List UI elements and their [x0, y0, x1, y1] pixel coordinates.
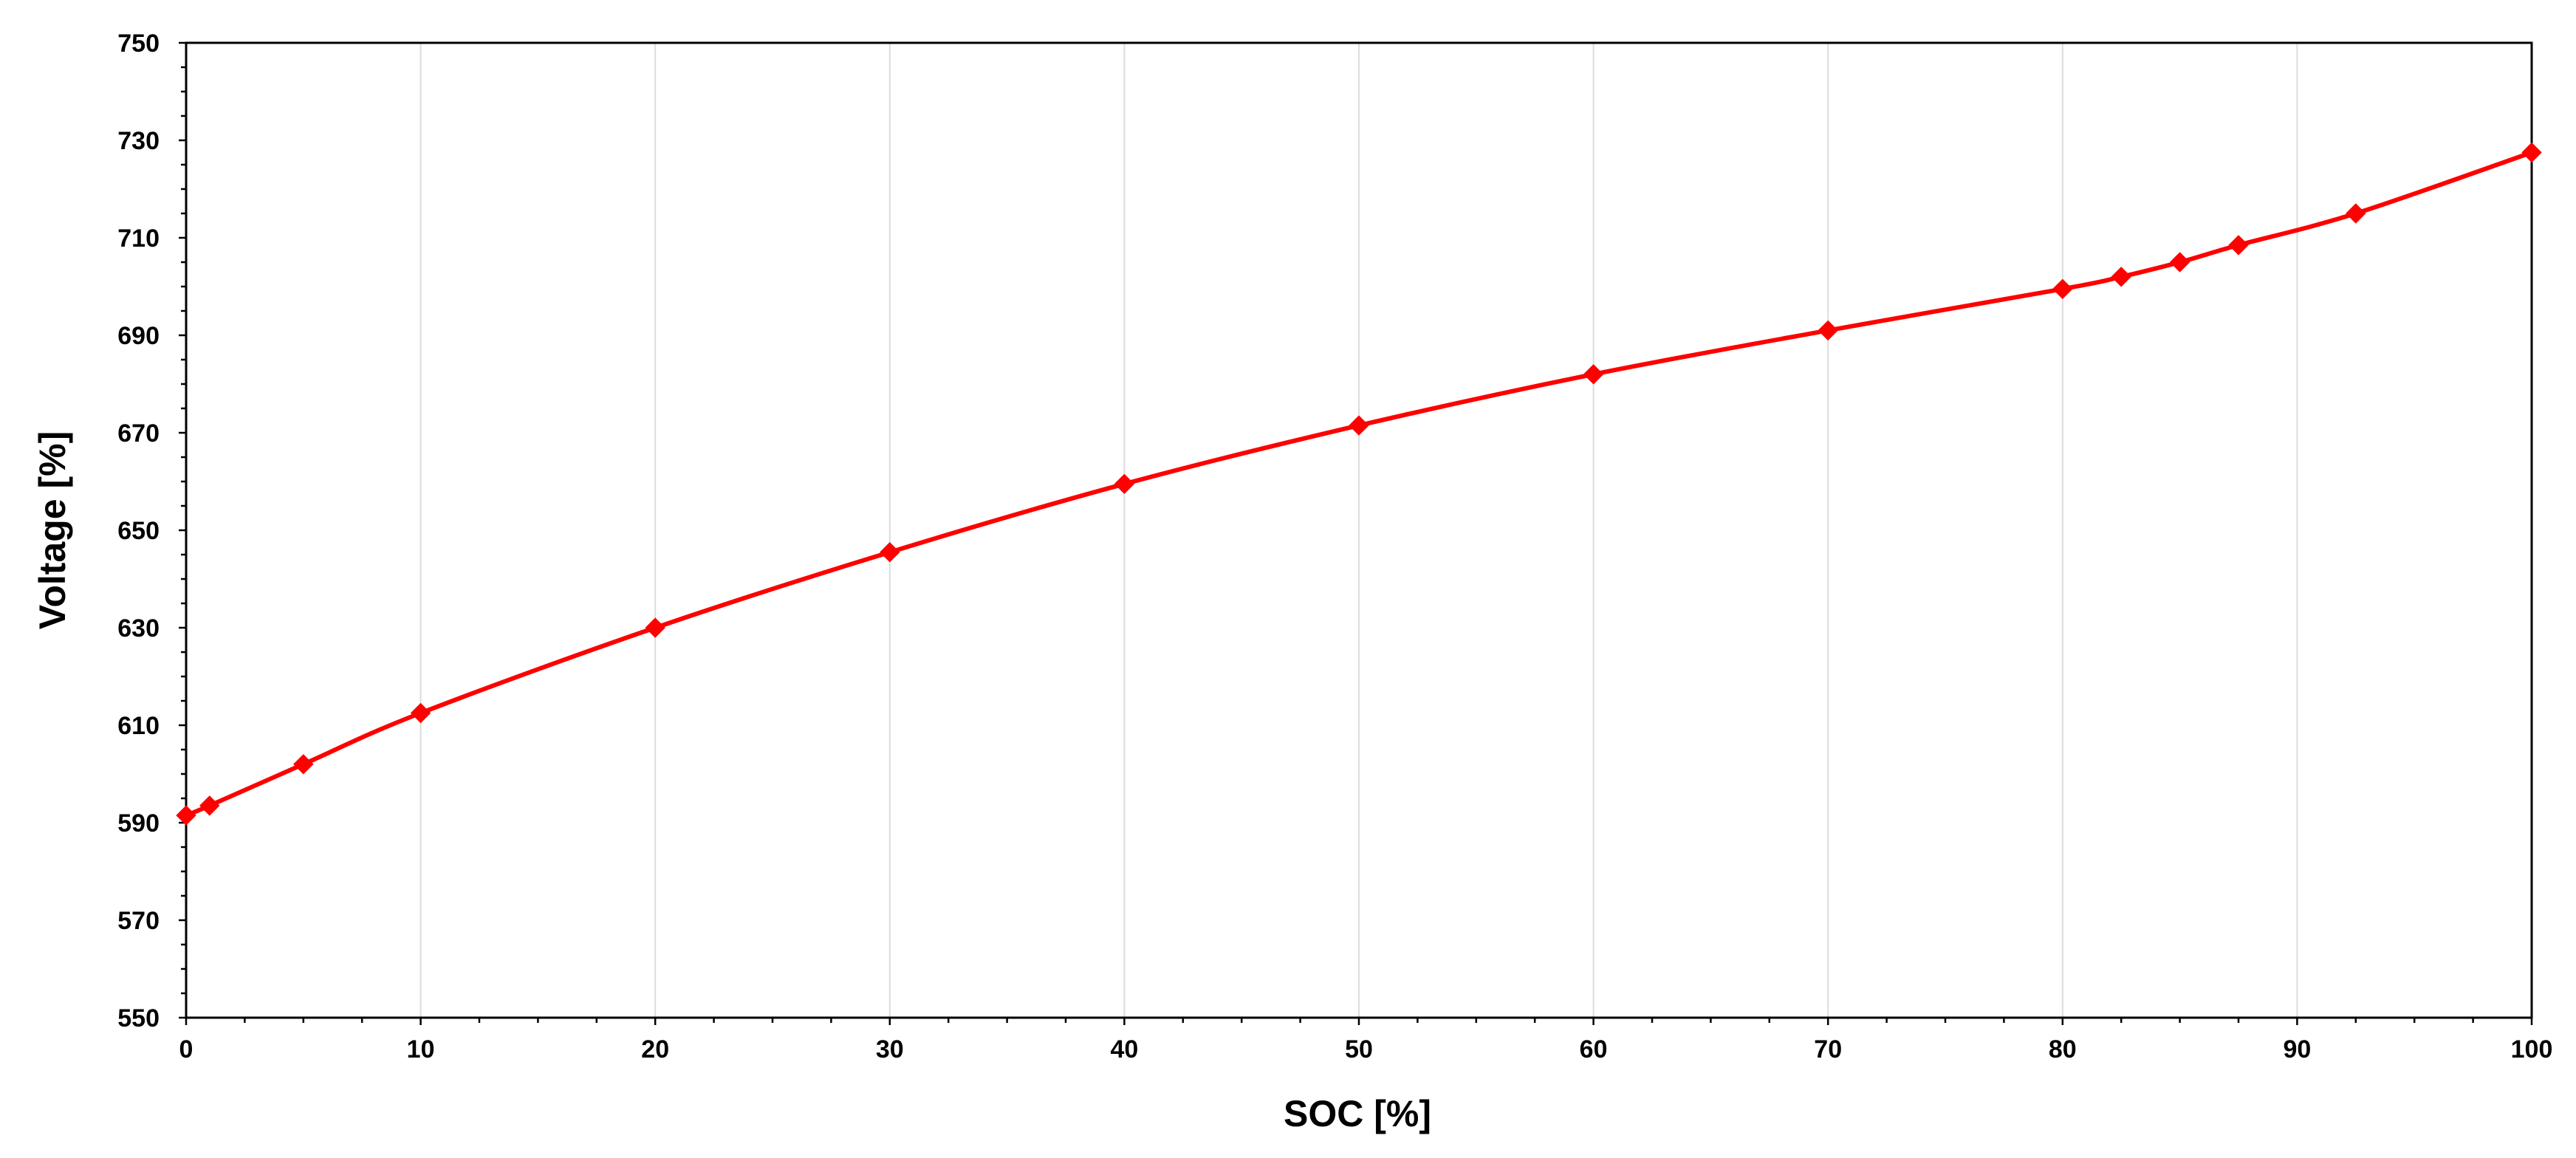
data-point-marker: [410, 702, 431, 724]
y-tick-label: 710: [117, 225, 160, 253]
x-tick-label: 70: [1814, 1035, 1842, 1063]
y-tick-label: 750: [117, 30, 160, 58]
axes: [185, 41, 2533, 1019]
data-point-marker: [1583, 364, 1604, 385]
data-point-marker: [176, 805, 196, 826]
data-point-marker: [293, 754, 314, 775]
data-point-marker: [1818, 320, 1838, 341]
x-tick-label: 80: [2049, 1035, 2077, 1063]
data-point-marker: [1349, 415, 1369, 436]
data-point-marker: [2521, 142, 2542, 163]
x-axis-title: SOC [%]: [1284, 1093, 1431, 1134]
data-point-marker: [199, 795, 220, 816]
x-tick-label: 30: [876, 1035, 904, 1063]
y-tick-label: 610: [117, 712, 160, 740]
plot-frame: [185, 41, 2533, 1019]
x-tick-label: 50: [1345, 1035, 1373, 1063]
x-tick-label: 40: [1110, 1035, 1138, 1063]
tick-labels: 0 10 20 30 40 50 60 70 80 90 100 550 570 590 610 630 650…: [117, 30, 2552, 1063]
y-tick-label: 690: [117, 322, 160, 350]
x-tick-label: 100: [2511, 1035, 2553, 1063]
data-point-marker: [2228, 235, 2249, 256]
gridlines: [419, 43, 2532, 1018]
data-point-marker: [645, 617, 665, 638]
data-point-marker: [2111, 267, 2131, 287]
y-tick-label: 630: [117, 614, 160, 643]
data-point-marker: [2346, 203, 2366, 224]
minor-ticks: [179, 41, 2533, 1025]
x-tick-label: 0: [179, 1035, 193, 1063]
data-point-marker: [2169, 252, 2190, 273]
y-tick-label: 670: [117, 419, 160, 448]
y-axis-title: Voltage [%]: [32, 431, 73, 630]
data-point-marker: [2052, 278, 2073, 300]
y-tick-label: 650: [117, 517, 160, 545]
y-tick-label: 550: [117, 1004, 160, 1032]
x-tick-label: 20: [641, 1035, 669, 1063]
data-point-marker: [880, 541, 900, 563]
x-tick-label: 10: [407, 1035, 435, 1063]
y-tick-label: 590: [117, 809, 160, 837]
y-tick-label: 570: [117, 907, 160, 935]
x-tick-label: 90: [2283, 1035, 2311, 1063]
y-tick-label: 730: [117, 127, 160, 155]
data-point-marker: [1114, 473, 1135, 495]
series-layer: [176, 142, 2542, 826]
series-line: [185, 150, 2532, 818]
x-tick-label: 60: [1580, 1035, 1608, 1063]
